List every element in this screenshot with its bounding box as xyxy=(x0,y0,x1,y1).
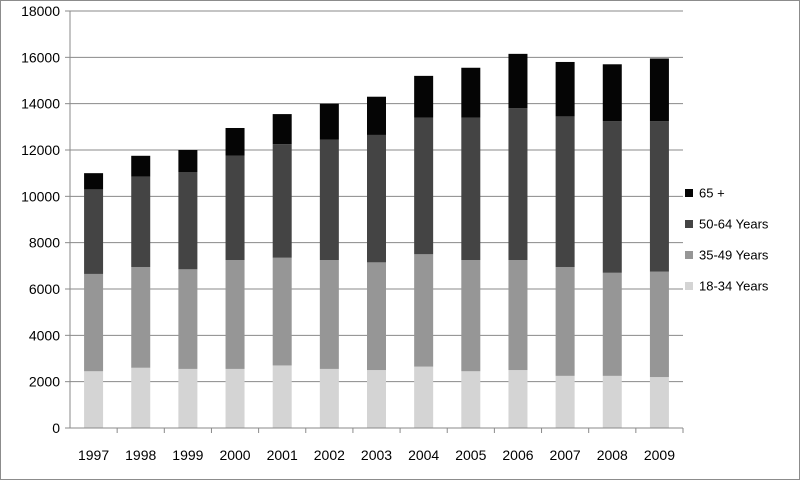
bar-segment xyxy=(178,150,198,173)
legend-swatch xyxy=(685,220,693,228)
y-tick-label: 16000 xyxy=(21,49,60,65)
bar-segment xyxy=(272,365,292,428)
bars xyxy=(84,53,669,428)
bar-segment xyxy=(131,367,151,428)
bar-segment xyxy=(461,260,481,372)
bar-segment xyxy=(649,377,669,428)
bar-segment xyxy=(178,172,198,270)
legend-swatch xyxy=(685,251,693,259)
y-tick-label: 18000 xyxy=(21,3,60,19)
bar-segment xyxy=(272,257,292,366)
bar-segment xyxy=(178,368,198,428)
y-tick-label: 0 xyxy=(52,420,60,436)
bar-segment xyxy=(602,121,622,273)
bar-segment xyxy=(367,262,386,371)
bar-segment xyxy=(602,64,622,122)
x-tick-label: 2006 xyxy=(502,447,533,463)
axes xyxy=(69,11,684,433)
y-tick-labels: 0 2000 4000 6000 8000 10000 12000 14000 16000 180… xyxy=(21,3,60,436)
legend-label: 65 + xyxy=(699,186,725,201)
x-tick-label: 2001 xyxy=(267,447,298,463)
bar-segment xyxy=(508,108,528,261)
legend-label: 35-49 Years xyxy=(699,248,769,263)
bar-segment xyxy=(555,116,575,267)
x-tick-label: 2007 xyxy=(550,447,581,463)
y-tick-label: 6000 xyxy=(29,281,60,297)
bar-segment xyxy=(555,375,575,428)
bar-segment xyxy=(319,139,339,261)
bar-segment xyxy=(84,189,104,274)
bar-segment xyxy=(225,155,245,261)
bar-segment xyxy=(225,368,245,428)
bar-segment xyxy=(225,127,245,156)
bar-segment xyxy=(461,117,481,261)
bar-segment xyxy=(602,375,622,428)
bar-segment xyxy=(649,121,669,272)
bar-segment xyxy=(367,134,386,263)
bar-segment xyxy=(461,371,481,428)
x-tick-label: 2004 xyxy=(408,447,439,463)
bar-segment xyxy=(414,254,434,367)
bar-segment xyxy=(414,366,434,428)
bar-segment xyxy=(649,58,669,122)
bar-segment xyxy=(84,273,104,372)
y-tick-label: 14000 xyxy=(21,96,60,112)
bar-segment xyxy=(508,260,528,371)
x-tick-label: 2005 xyxy=(455,447,486,463)
x-tick-label: 2002 xyxy=(314,447,345,463)
bar-segment xyxy=(414,117,434,255)
legend-label: 18-34 Years xyxy=(699,279,769,294)
bar-segment xyxy=(461,67,481,118)
bar-segment xyxy=(649,271,669,378)
x-tick-label: 2000 xyxy=(219,447,250,463)
bar-segment xyxy=(414,75,434,118)
legend-swatch xyxy=(685,282,693,290)
bar-segment xyxy=(508,370,528,428)
y-tick-label: 8000 xyxy=(29,235,60,251)
bar-segment xyxy=(272,114,292,145)
bar-segment xyxy=(319,368,339,428)
bar-segment xyxy=(555,266,575,376)
bar-segment xyxy=(319,103,339,140)
bar-segment xyxy=(319,260,339,369)
x-tick-label: 1999 xyxy=(172,447,203,463)
x-tick-label: 2003 xyxy=(361,447,392,463)
bar-segment xyxy=(272,144,292,258)
bar-segment xyxy=(131,266,151,368)
legend: 65 + 50-64 Years 35-49 Years 18-34 Years xyxy=(685,186,769,294)
x-tick-label: 2008 xyxy=(597,447,628,463)
x-tick-labels: 1997 1998 1999 2000 2001 2002 2003 2004 2005 2006… xyxy=(78,447,675,463)
y-tick-label: 12000 xyxy=(21,142,60,158)
bar-segment xyxy=(225,260,245,369)
bar-segment xyxy=(131,155,151,177)
bar-segment xyxy=(508,53,528,109)
bar-segment xyxy=(178,269,198,369)
bar-segment xyxy=(555,61,575,117)
x-tick-label: 2009 xyxy=(644,447,675,463)
x-tick-label: 1997 xyxy=(78,447,109,463)
bar-segment xyxy=(84,371,104,428)
bar-segment xyxy=(367,370,386,428)
bar-segment xyxy=(131,176,151,267)
bar-segment xyxy=(84,173,104,190)
x-tick-label: 1998 xyxy=(125,447,156,463)
y-tick-label: 10000 xyxy=(21,188,60,204)
y-tick-label: 2000 xyxy=(29,374,60,390)
bar-segment xyxy=(602,272,622,376)
y-tick-label: 4000 xyxy=(29,327,60,343)
legend-swatch xyxy=(685,189,693,197)
bar-segment xyxy=(367,96,386,135)
legend-label: 50-64 Years xyxy=(699,217,769,232)
